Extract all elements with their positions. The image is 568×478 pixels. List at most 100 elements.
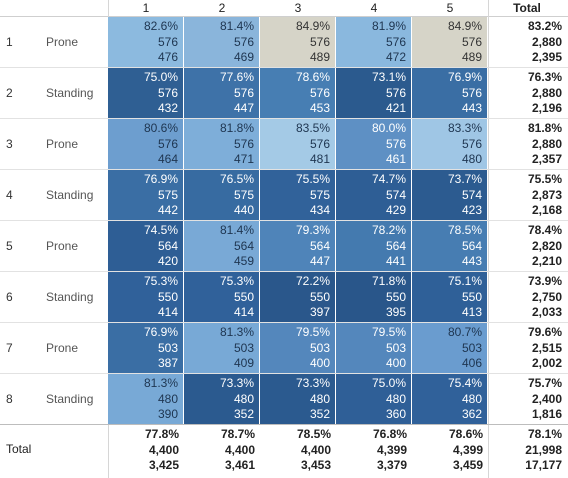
cell-count: 397 [309,305,330,319]
heatmap-cell[interactable]: 81.4% 564 459 [184,221,260,272]
cell-count: 476 [157,50,178,64]
row-category-label: Standing [46,86,94,100]
cell-percentage: 82.6% [143,19,178,33]
heatmap-cell[interactable]: 75.3% 550 414 [184,272,260,323]
heatmap-cell[interactable]: 75.4% 480 362 [412,374,488,425]
cell-count: 442 [157,203,178,217]
cell-sample-size: 574 [385,187,406,202]
cell-percentage: 75.1% [447,274,482,288]
cell-percentage: 78.6% [295,70,330,84]
heatmap-cell[interactable]: 79.5% 503 400 [260,323,336,374]
row-total-sample-size: 2,400 [531,391,562,406]
cell-sample-size: 550 [157,289,178,304]
cell-sample-size: 480 [309,391,330,406]
heatmap-cell[interactable]: 74.5% 564 420 [108,221,184,272]
heatmap-cell[interactable]: 84.9% 576 489 [412,17,488,68]
heatmap-cell[interactable]: 75.3% 550 414 [108,272,184,323]
heatmap-cell[interactable]: 71.8% 550 395 [336,272,412,323]
cell-percentage: 81.4% [219,223,254,237]
row-number-label: 3 [6,137,13,151]
row-total-count: 2,168 [531,203,562,217]
heatmap-cell[interactable]: 77.6% 576 447 [184,68,260,119]
cell-sample-size: 575 [157,187,178,202]
column-header-total[interactable]: Total [513,1,541,15]
heatmap-cell[interactable]: 80.6% 576 464 [108,119,184,170]
cell-count: 423 [461,203,482,217]
cell-sample-size: 564 [461,238,482,253]
cell-sample-size: 576 [233,136,254,151]
cell-sample-size: 576 [309,85,330,100]
cell-sample-size: 575 [309,187,330,202]
row-total: 79.6% 2,515 2,002 [488,323,568,374]
column-header-4[interactable]: 4 [370,1,378,15]
cell-count: 472 [385,50,406,64]
heatmap-cell[interactable]: 79.5% 503 400 [336,323,412,374]
heatmap-cell[interactable]: 76.9% 575 442 [108,170,184,221]
cell-count: 360 [385,407,406,421]
column-header-5[interactable]: 5 [446,1,454,15]
heatmap-cell[interactable]: 81.8% 576 471 [184,119,260,170]
column-header-3[interactable]: 3 [294,1,302,15]
heatmap-cell[interactable]: 73.3% 480 352 [184,374,260,425]
heatmap-cell[interactable]: 72.2% 550 397 [260,272,336,323]
heatmap-cell[interactable]: 83.3% 576 480 [412,119,488,170]
heatmap-cell[interactable]: 80.0% 576 461 [336,119,412,170]
row-total-sample-size: 2,880 [531,85,562,100]
cell-percentage: 80.0% [371,121,406,135]
heatmap-cell[interactable]: 78.5% 564 443 [412,221,488,272]
row-category-label: Standing [46,290,94,304]
row-divider [0,271,568,272]
cell-percentage: 84.9% [295,19,330,33]
cell-sample-size: 576 [461,85,482,100]
cell-count: 464 [157,152,178,166]
cell-sample-size: 503 [233,340,254,355]
cell-count: 421 [385,101,406,115]
heatmap-cell[interactable]: 76.9% 576 443 [412,68,488,119]
heatmap-cell[interactable]: 84.9% 576 489 [260,17,336,68]
cell-count: 489 [461,50,482,64]
heatmap-cell[interactable]: 81.9% 576 472 [336,17,412,68]
heatmap-cell[interactable]: 82.6% 576 476 [108,17,184,68]
heatmap-cell[interactable]: 75.1% 550 413 [412,272,488,323]
heatmap-cell[interactable]: 78.2% 564 441 [336,221,412,272]
cell-sample-size: 564 [385,238,406,253]
heatmap-cell[interactable]: 79.3% 564 447 [260,221,336,272]
cell-percentage: 75.3% [219,274,254,288]
heatmap-cell[interactable]: 73.3% 480 352 [260,374,336,425]
heatmap-cell[interactable]: 73.7% 574 423 [412,170,488,221]
heatmap-cell[interactable]: 76.5% 575 440 [184,170,260,221]
row-category-label: Prone [46,137,79,151]
cell-count: 395 [385,305,406,319]
heatmap-cell[interactable]: 76.9% 503 387 [108,323,184,374]
row-number-label: 8 [6,392,13,406]
cell-percentage: 73.1% [371,70,406,84]
cell-sample-size: 576 [461,136,482,151]
row-total-percentage: 79.6% [527,325,562,339]
heatmap-cell[interactable]: 78.6% 576 453 [260,68,336,119]
heatmap-cell[interactable]: 74.7% 574 429 [336,170,412,221]
cell-count: 469 [233,50,254,64]
column-header-2[interactable]: 2 [218,1,226,15]
cell-sample-size: 576 [233,34,254,49]
cell-count: 441 [385,254,406,268]
column-header-1[interactable]: 1 [142,1,150,15]
heatmap-cell[interactable]: 73.1% 576 421 [336,68,412,119]
heatmap-cell[interactable]: 75.5% 575 434 [260,170,336,221]
cell-count: 400 [385,356,406,370]
cell-percentage: 74.5% [143,223,178,237]
heatmap-cell[interactable]: 75.0% 576 432 [108,68,184,119]
cell-count: 352 [233,407,254,421]
heatmap-cell[interactable]: 75.0% 480 360 [336,374,412,425]
row-total-sample-size: 2,750 [531,289,562,304]
grand-total-sample-size: 21,998 [525,442,562,457]
heatmap-cell[interactable]: 83.5% 576 481 [260,119,336,170]
row-total-sample-size: 2,873 [531,187,562,202]
heatmap-cell[interactable]: 81.3% 480 390 [108,374,184,425]
heatmap-cell[interactable]: 81.3% 503 409 [184,323,260,374]
cell-count: 362 [461,407,482,421]
cell-percentage: 75.0% [143,70,178,84]
row-total-sample-size: 2,820 [531,238,562,253]
heatmap-cell[interactable]: 80.7% 503 406 [412,323,488,374]
cell-percentage: 81.9% [371,19,406,33]
heatmap-cell[interactable]: 81.4% 576 469 [184,17,260,68]
